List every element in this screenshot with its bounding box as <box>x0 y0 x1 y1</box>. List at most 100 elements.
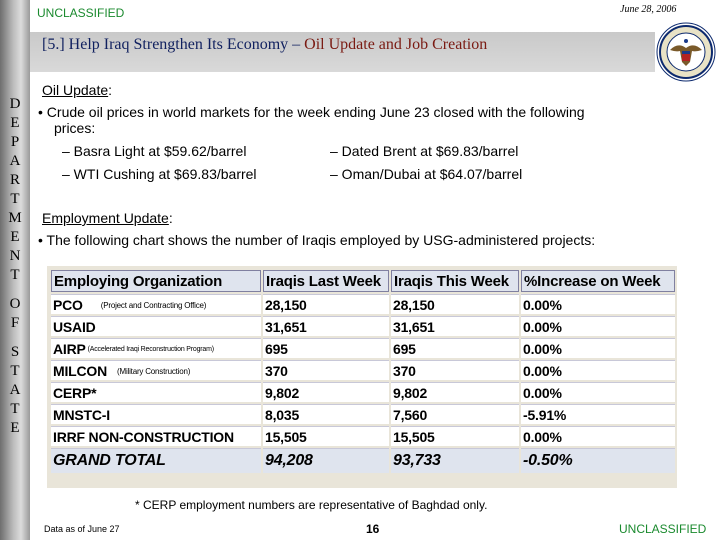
org-cell: CERP* <box>51 382 261 402</box>
last-week-cell: 15,505 <box>263 426 389 446</box>
price-basra: – Basra Light at $59.62/barrel <box>62 143 247 159</box>
grand-total-label: GRAND TOTAL <box>51 448 261 473</box>
pct-cell: 0.00% <box>521 294 675 314</box>
last-week-cell: 695 <box>263 338 389 358</box>
classification-bottom: UNCLASSIFIED <box>619 522 707 536</box>
this-week-cell: 7,560 <box>391 404 519 424</box>
sidebar-letter: O <box>9 296 21 312</box>
org-name: MILCON <box>53 362 108 379</box>
page-number: 16 <box>366 522 380 536</box>
pct-cell: -5.91% <box>521 404 675 424</box>
last-week-cell: 8,035 <box>263 404 389 424</box>
column-header: %Increase on Week <box>521 270 675 292</box>
sidebar-letter: P <box>10 134 20 150</box>
employment-bullet: • The following chart shows the number o… <box>38 232 596 248</box>
org-note: (Military Construction) <box>117 367 191 377</box>
classification-top: UNCLASSIFIED <box>37 6 125 20</box>
table-row: PCO (Project and Contracting Office) 28,1… <box>51 294 675 314</box>
pct-cell: 0.00% <box>521 360 675 380</box>
org-cell: IRRF NON-CONSTRUCTION <box>51 426 261 446</box>
sidebar-letter: T <box>10 401 20 417</box>
title-prefix: [5.] Help Iraq Strengthen Its Economy – <box>42 36 305 53</box>
employment-heading-colon: : <box>168 210 173 226</box>
employment-heading-line: Employment Update: <box>42 210 173 227</box>
last-week-cell: 28,150 <box>263 294 389 314</box>
sidebar-letter: T <box>10 191 20 207</box>
sidebar-letter: M <box>8 210 22 226</box>
org-cell: MNSTC-I <box>51 404 261 424</box>
org-note: (Project and Contracting Office) <box>100 301 207 311</box>
grand-total-row: GRAND TOTAL 94,208 93,733 -0.50% <box>51 448 675 473</box>
org-name: USAID <box>53 318 96 335</box>
table-row: IRRF NON-CONSTRUCTION 15,505 15,505 0.00… <box>51 426 675 446</box>
table-row: MILCON (Military Construction) 370 370 0.… <box>51 360 675 380</box>
org-cell: AIRP (Accelerated Iraqi Reconstruction Pr… <box>51 338 261 358</box>
this-week-cell: 9,802 <box>391 382 519 402</box>
this-week-cell: 28,150 <box>391 294 519 314</box>
column-header: Iraqis Last Week <box>263 270 389 292</box>
oil-bullet: • Crude oil prices in world markets for … <box>38 104 585 120</box>
table-header-row: Employing Organization Iraqis Last Week … <box>51 270 675 292</box>
oil-bullet-cont: prices: <box>54 120 96 136</box>
department-of-state-seal-icon <box>656 22 716 82</box>
employment-table: Employing Organization Iraqis Last Week … <box>49 268 677 475</box>
org-note: (Accelerated Iraqi Reconstruction Progra… <box>87 346 214 354</box>
sidebar-letter: E <box>10 115 20 131</box>
top-bar <box>30 0 720 24</box>
employment-heading: Employment Update <box>42 210 169 226</box>
this-week-cell: 15,505 <box>391 426 519 446</box>
table-row: AIRP (Accelerated Iraqi Reconstruction Pr… <box>51 338 675 358</box>
sidebar-letter: N <box>9 248 21 264</box>
cerp-footnote: * CERP employment numbers are representa… <box>135 498 488 512</box>
slide-title: [5.] Help Iraq Strengthen Its Economy – … <box>42 36 602 53</box>
pct-cell: 0.00% <box>521 382 675 402</box>
pct-cell: 0.00% <box>521 316 675 336</box>
grand-total-this-week: 93,733 <box>391 448 519 473</box>
slide-date: June 28, 2006 <box>620 4 677 15</box>
price-brent: – Dated Brent at $69.83/barrel <box>330 143 519 159</box>
sidebar-letter: T <box>10 363 20 379</box>
pct-cell: 0.00% <box>521 426 675 446</box>
data-as-of: Data as of June 27 <box>44 524 120 534</box>
sidebar-letter: R <box>9 172 20 188</box>
price-oman-dubai: – Oman/Dubai at $64.07/barrel <box>330 166 523 182</box>
this-week-cell: 31,651 <box>391 316 519 336</box>
org-name: MNSTC-I <box>53 406 110 423</box>
price-wti: – WTI Cushing at $69.83/barrel <box>62 166 257 182</box>
org-cell: USAID <box>51 316 261 336</box>
grand-total-last-week: 94,208 <box>263 448 389 473</box>
sidebar-letter: A <box>9 153 21 169</box>
last-week-cell: 9,802 <box>263 382 389 402</box>
sidebar-letter: T <box>10 267 20 283</box>
sidebar-letter <box>0 333 30 343</box>
table-row: MNSTC-I 8,035 7,560 -5.91% <box>51 404 675 424</box>
org-name: PCO <box>53 296 83 313</box>
sidebar-letter <box>0 285 30 295</box>
oil-heading-colon: : <box>108 82 113 98</box>
title-highlight: Oil Update and Job Creation <box>304 36 488 53</box>
table-row: USAID 31,651 31,651 0.00% <box>51 316 675 336</box>
org-name: AIRP <box>53 340 86 357</box>
grand-total-pct: -0.50% <box>521 448 675 473</box>
column-header: Iraqis This Week <box>391 270 519 292</box>
sidebar-letter: D <box>9 96 21 112</box>
left-sidebar <box>0 0 30 540</box>
last-week-cell: 370 <box>263 360 389 380</box>
oil-heading: Oil Update <box>42 82 109 98</box>
sidebar-letter: S <box>10 344 20 360</box>
org-cell: MILCON (Military Construction) <box>51 360 261 380</box>
pct-cell: 0.00% <box>521 338 675 358</box>
this-week-cell: 695 <box>391 338 519 358</box>
title-band <box>30 32 655 72</box>
sidebar-letter: E <box>10 420 20 436</box>
org-cell: PCO (Project and Contracting Office) <box>51 294 261 314</box>
sidebar-letter: F <box>10 315 20 331</box>
org-name: CERP* <box>53 384 97 401</box>
sidebar-letter: A <box>9 382 21 398</box>
this-week-cell: 370 <box>391 360 519 380</box>
last-week-cell: 31,651 <box>263 316 389 336</box>
column-header: Employing Organization <box>51 270 261 292</box>
table-row: CERP* 9,802 9,802 0.00% <box>51 382 675 402</box>
org-name: IRRF NON-CONSTRUCTION <box>53 428 234 445</box>
